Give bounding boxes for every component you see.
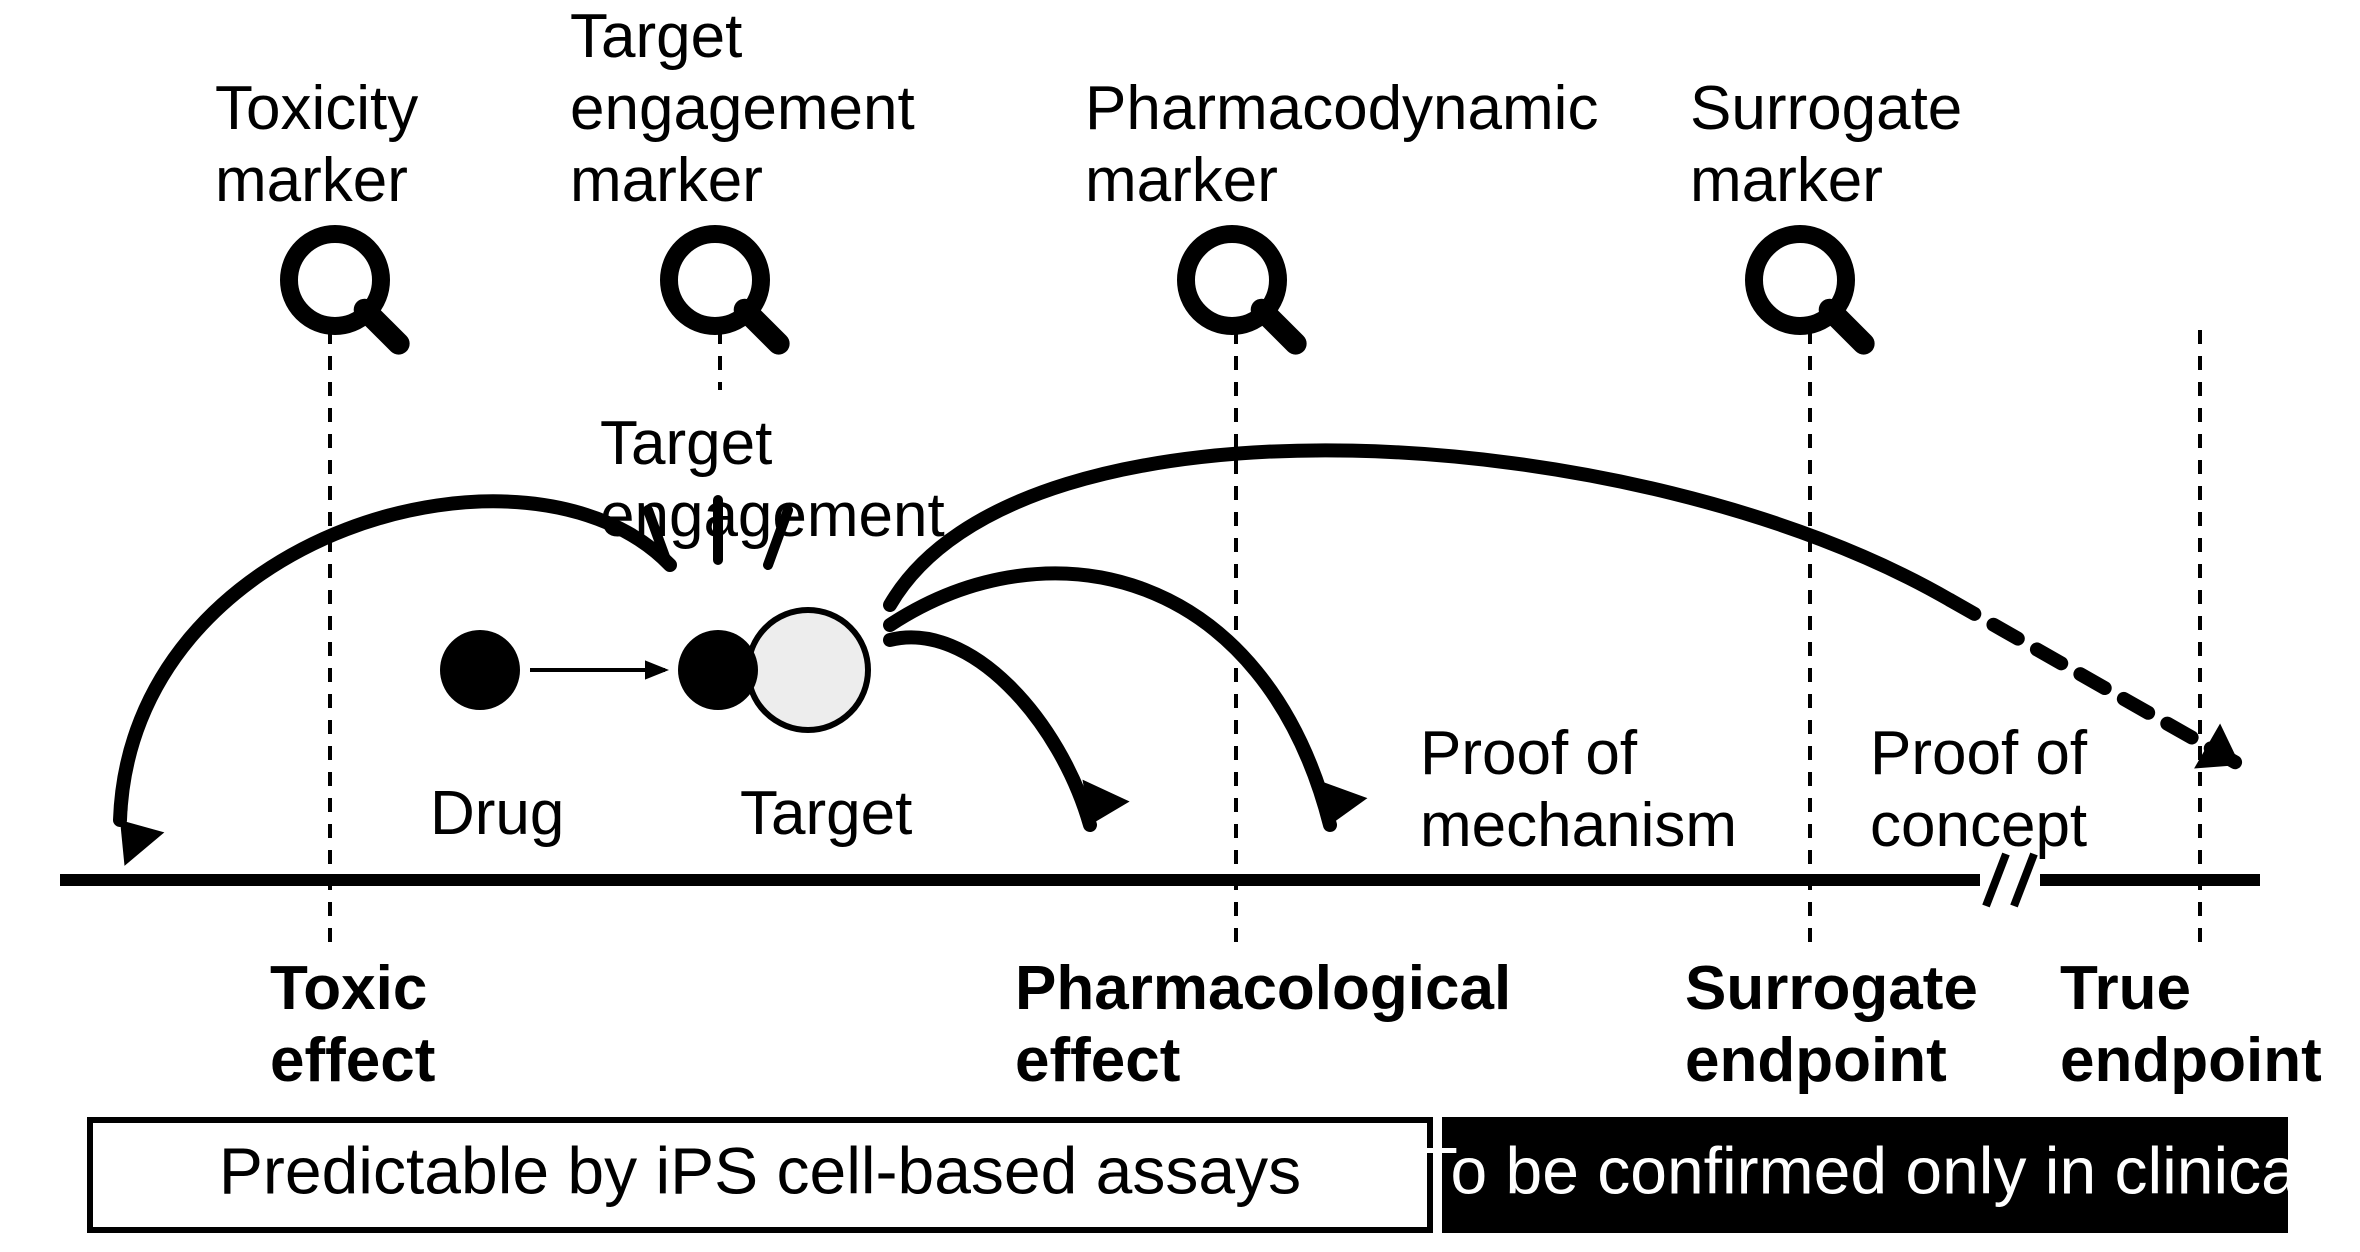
label-toxicity-marker: marker: [215, 146, 408, 215]
diagram-svg: ToxicitymarkerTargetengagementmarkerPhar…: [0, 0, 2360, 1252]
label-target-engagement-marker: marker: [570, 146, 763, 215]
drug-circle: [440, 630, 520, 710]
label-toxicity-marker: Toxicity: [215, 74, 418, 143]
label-target-engagement-marker: engagement: [570, 74, 915, 143]
diagram-root: ToxicitymarkerTargetengagementmarkerPhar…: [0, 0, 2360, 1252]
label-surrogate-marker: Surrogate: [1690, 74, 1962, 143]
label-target-engagement-marker: Target: [570, 2, 742, 71]
box-clinical-only-text: To be confirmed only in clinical: [1417, 1133, 2312, 1207]
label-drug: Drug: [430, 779, 564, 848]
label-surrogate-endpoint: Surrogate: [1685, 954, 1978, 1023]
label-pharmacological-effect: Pharmacological: [1015, 954, 1511, 1023]
label-proof-of-mechanism: mechanism: [1420, 791, 1737, 860]
label-true-endpoint: True: [2060, 954, 2191, 1023]
label-pharmacodynamic-marker: marker: [1085, 146, 1278, 215]
label-proof-of-concept: Proof of: [1870, 719, 2088, 788]
label-proof-of-mechanism: Proof of: [1420, 719, 1638, 788]
label-toxic-effect: effect: [270, 1026, 435, 1095]
box-ips-predictable-text: Predictable by iPS cell-based assays: [219, 1133, 1301, 1207]
label-surrogate-marker: marker: [1690, 146, 1883, 215]
drug-bound-circle: [678, 630, 758, 710]
label-surrogate-endpoint: endpoint: [1685, 1026, 1947, 1095]
label-target-engagement: Target: [600, 409, 772, 478]
label-toxic-effect: Toxic: [270, 954, 427, 1023]
label-pharmacological-effect: effect: [1015, 1026, 1180, 1095]
target-circle: [748, 610, 868, 730]
label-pharmacodynamic-marker: Pharmacodynamic: [1085, 74, 1598, 143]
label-proof-of-concept: concept: [1870, 791, 2087, 860]
label-true-endpoint: endpoint: [2060, 1026, 2322, 1095]
label-target: Target: [740, 779, 912, 848]
